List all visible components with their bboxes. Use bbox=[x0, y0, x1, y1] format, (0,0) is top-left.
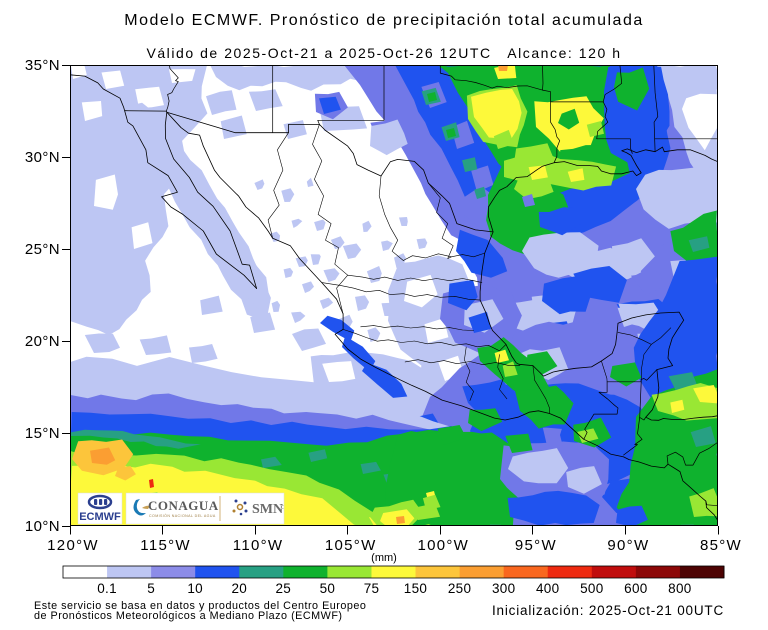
svg-text:COMISIÓN NACIONAL DEL AGUA: COMISIÓN NACIONAL DEL AGUA bbox=[149, 513, 216, 518]
svg-text:CONAGUA: CONAGUA bbox=[148, 498, 219, 513]
svg-text:ECMWF: ECMWF bbox=[79, 511, 121, 523]
svg-text:SMN: SMN bbox=[252, 502, 283, 517]
